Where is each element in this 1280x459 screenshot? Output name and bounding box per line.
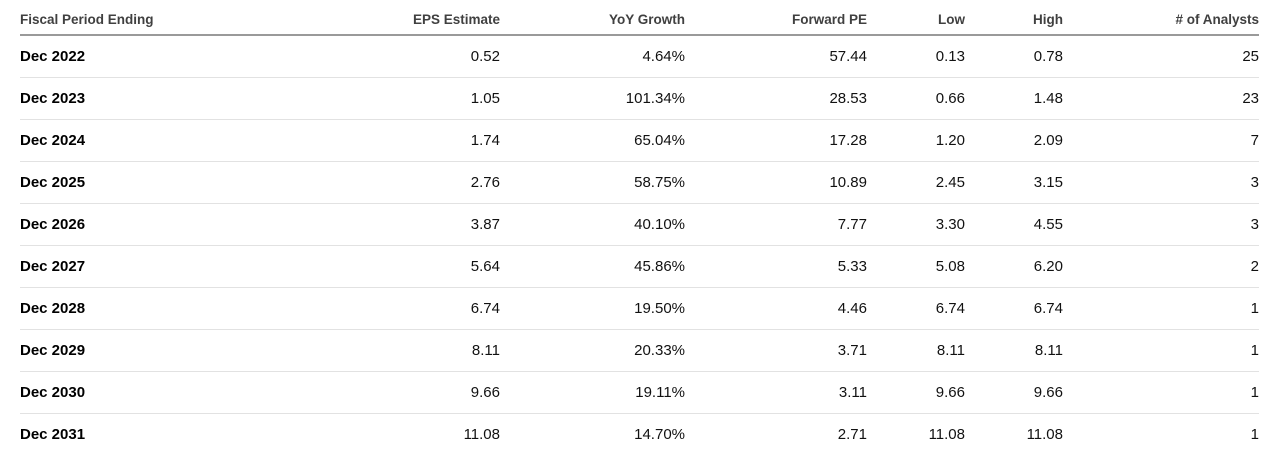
cell-high: 1.48 (965, 77, 1063, 120)
column-header-high: High (965, 2, 1063, 36)
table-row: Dec 2026 3.87 40.10% 7.77 3.30 4.55 3 (20, 203, 1259, 246)
cell-forward-pe: 28.53 (685, 77, 867, 120)
cell-high: 8.11 (965, 329, 1063, 372)
cell-fiscal-period: Dec 2023 (20, 77, 300, 120)
eps-estimates-table: Fiscal Period Ending EPS Estimate YoY Gr… (20, 2, 1259, 455)
cell-fiscal-period: Dec 2024 (20, 119, 300, 162)
cell-high: 6.20 (965, 245, 1063, 288)
column-header-yoy-growth: YoY Growth (500, 2, 685, 36)
cell-eps-estimate: 5.64 (300, 245, 500, 288)
cell-yoy-growth: 19.11% (500, 371, 685, 414)
cell-fiscal-period: Dec 2025 (20, 161, 300, 204)
cell-yoy-growth: 58.75% (500, 161, 685, 204)
table-header-row: Fiscal Period Ending EPS Estimate YoY Gr… (20, 2, 1259, 36)
table-row: Dec 2031 11.08 14.70% 2.71 11.08 11.08 1 (20, 413, 1259, 455)
cell-yoy-growth: 65.04% (500, 119, 685, 162)
table-row: Dec 2022 0.52 4.64% 57.44 0.13 0.78 25 (20, 35, 1259, 78)
cell-eps-estimate: 1.74 (300, 119, 500, 162)
cell-low: 2.45 (867, 161, 965, 204)
cell-high: 6.74 (965, 287, 1063, 330)
column-header-num-analysts: # of Analysts (1063, 2, 1259, 36)
cell-low: 0.13 (867, 35, 965, 78)
cell-high: 2.09 (965, 119, 1063, 162)
cell-low: 1.20 (867, 119, 965, 162)
cell-high: 9.66 (965, 371, 1063, 414)
cell-low: 6.74 (867, 287, 965, 330)
cell-eps-estimate: 6.74 (300, 287, 500, 330)
cell-forward-pe: 7.77 (685, 203, 867, 246)
cell-eps-estimate: 0.52 (300, 35, 500, 78)
cell-yoy-growth: 40.10% (500, 203, 685, 246)
cell-forward-pe: 3.11 (685, 371, 867, 414)
cell-fiscal-period: Dec 2031 (20, 425, 86, 443)
cell-low: 8.11 (867, 329, 965, 372)
cell-num-analysts: 1 (1063, 287, 1259, 330)
cell-forward-pe: 57.44 (685, 35, 867, 78)
cell-eps-estimate: 1.05 (300, 77, 500, 120)
cell-num-analysts: 1 (1063, 329, 1259, 372)
cell-num-analysts: 25 (1063, 35, 1259, 78)
cell-low: 0.66 (867, 77, 965, 120)
cell-yoy-growth: 45.86% (500, 245, 685, 288)
table-row: Dec 2024 1.74 65.04% 17.28 1.20 2.09 7 (20, 119, 1259, 162)
cell-num-analysts: 3 (1063, 161, 1259, 204)
cell-forward-pe: 2.71 (837, 425, 867, 443)
cell-low: 3.30 (867, 203, 965, 246)
table-row: Dec 2030 9.66 19.11% 3.11 9.66 9.66 1 (20, 371, 1259, 414)
column-header-eps-estimate: EPS Estimate (300, 2, 500, 36)
cell-fiscal-period: Dec 2026 (20, 203, 300, 246)
cell-num-analysts: 1 (1063, 371, 1259, 414)
cell-num-analysts: 3 (1063, 203, 1259, 246)
cell-eps-estimate: 2.76 (300, 161, 500, 204)
cell-eps-estimate: 11.08 (463, 425, 500, 443)
table-row: Dec 2028 6.74 19.50% 4.46 6.74 6.74 1 (20, 287, 1259, 330)
cell-high: 4.55 (965, 203, 1063, 246)
column-header-fiscal-period-ending: Fiscal Period Ending (20, 2, 300, 36)
cell-low: 11.08 (928, 425, 965, 443)
cell-num-analysts: 23 (1063, 77, 1259, 120)
table-row: Dec 2027 5.64 45.86% 5.33 5.08 6.20 2 (20, 245, 1259, 288)
cell-high: 0.78 (965, 35, 1063, 78)
cell-fiscal-period: Dec 2027 (20, 245, 300, 288)
cell-high: 11.08 (1026, 425, 1063, 443)
cell-forward-pe: 17.28 (685, 119, 867, 162)
cell-eps-estimate: 3.87 (300, 203, 500, 246)
cell-low: 9.66 (867, 371, 965, 414)
cell-eps-estimate: 9.66 (300, 371, 500, 414)
cell-forward-pe: 5.33 (685, 245, 867, 288)
cell-yoy-growth: 14.70% (634, 425, 685, 443)
table-row: Dec 2023 1.05 101.34% 28.53 0.66 1.48 23 (20, 77, 1259, 120)
table-row: Dec 2025 2.76 58.75% 10.89 2.45 3.15 3 (20, 161, 1259, 204)
cell-fiscal-period: Dec 2028 (20, 287, 300, 330)
cell-low: 5.08 (867, 245, 965, 288)
cell-eps-estimate: 8.11 (300, 329, 500, 372)
cell-forward-pe: 10.89 (685, 161, 867, 204)
cell-fiscal-period: Dec 2030 (20, 371, 300, 414)
cell-yoy-growth: 20.33% (500, 329, 685, 372)
cell-num-analysts: 7 (1063, 119, 1259, 162)
column-header-low: Low (867, 2, 965, 36)
table-row: Dec 2029 8.11 20.33% 3.71 8.11 8.11 1 (20, 329, 1259, 372)
cell-forward-pe: 4.46 (685, 287, 867, 330)
cell-num-analysts: 2 (1063, 245, 1259, 288)
cell-yoy-growth: 4.64% (500, 35, 685, 78)
cell-fiscal-period: Dec 2029 (20, 329, 300, 372)
cell-yoy-growth: 101.34% (500, 77, 685, 120)
cell-fiscal-period: Dec 2022 (20, 35, 300, 78)
column-header-forward-pe: Forward PE (685, 2, 867, 36)
cell-num-analysts: 1 (1250, 425, 1259, 443)
cell-forward-pe: 3.71 (685, 329, 867, 372)
cell-high: 3.15 (965, 161, 1063, 204)
cell-yoy-growth: 19.50% (500, 287, 685, 330)
